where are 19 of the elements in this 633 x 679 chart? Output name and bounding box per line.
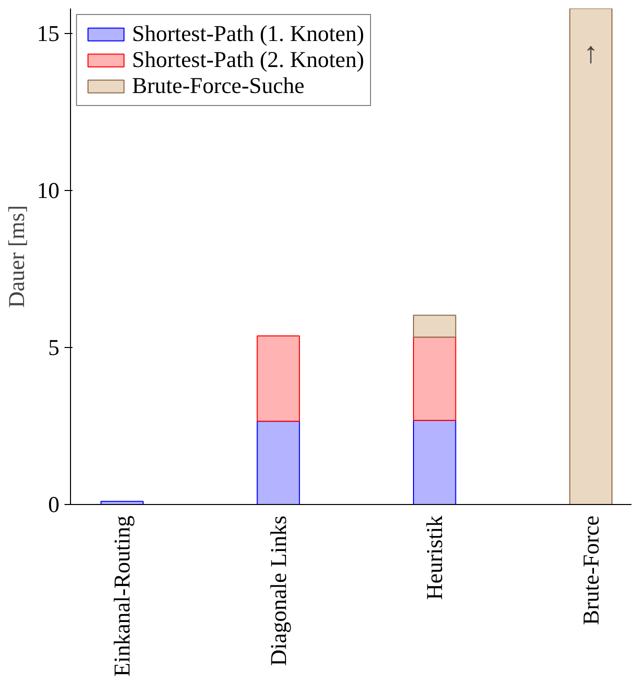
x-tick-label: Heuristik <box>422 514 448 600</box>
bar <box>413 336 456 421</box>
bar <box>413 314 456 338</box>
legend-label: Brute-Force-Suche <box>132 73 304 99</box>
y-tick-label: 10 <box>36 178 60 204</box>
x-tick-label: Einkanal-Routing <box>110 515 135 677</box>
legend-label: Shortest-Path (2. Knoten) <box>132 47 364 73</box>
y-tick-label: 0 <box>48 492 60 517</box>
x-tick-label: Diagonale Links <box>266 516 291 666</box>
bar <box>569 8 612 504</box>
bar <box>256 335 300 422</box>
bar <box>413 420 456 504</box>
y-axis-title: Dauer [ms] <box>4 205 29 308</box>
x-tick-label: Brute-Force <box>578 515 604 625</box>
bar <box>256 420 300 504</box>
y-tick-label: 5 <box>48 335 60 360</box>
annotation: ↑ <box>584 38 598 70</box>
y-tick-label: 15 <box>36 21 60 46</box>
legend-label: Shortest-Path (1. Knoten) <box>132 21 364 47</box>
